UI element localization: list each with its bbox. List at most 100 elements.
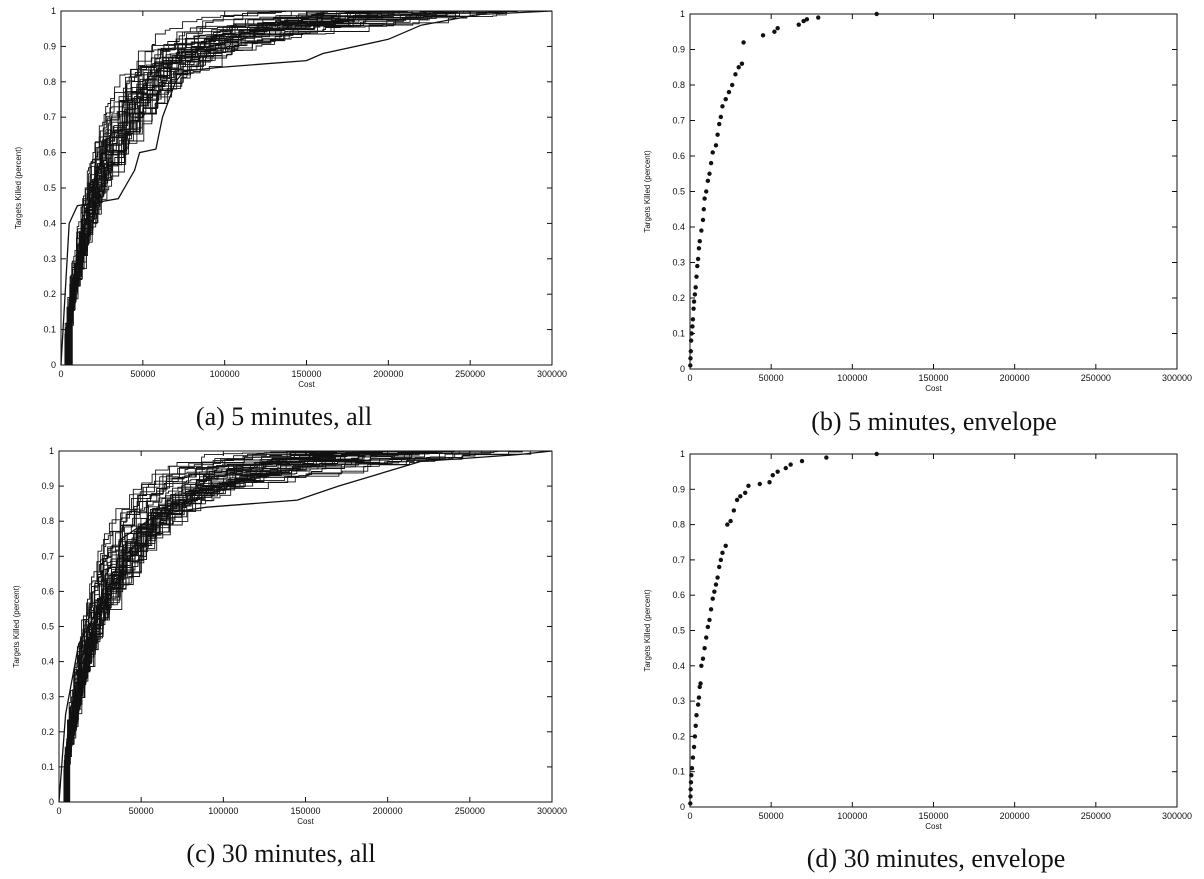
- data-point: [702, 196, 707, 201]
- data-point: [801, 18, 806, 24]
- series-line: [62, 450, 494, 803]
- data-point: [693, 285, 698, 290]
- data-point: [697, 239, 702, 244]
- y-tick-label: 0.7: [672, 555, 685, 565]
- series-line: [63, 10, 541, 366]
- data-point: [728, 518, 733, 524]
- y-tick-label: 0.3: [43, 254, 56, 264]
- series-line: [62, 450, 463, 803]
- series-line: [67, 10, 309, 366]
- chart-a: 0 0.1 0.2 0.3 0.4 0.5 0.6 0.7 0.8 0.9 1 0 50000 10000…: [14, 6, 567, 389]
- series-line: [67, 10, 464, 366]
- data-point: [691, 299, 697, 304]
- data-point: [690, 755, 696, 760]
- series-line: [63, 450, 523, 803]
- data-point: [691, 744, 697, 750]
- data-point: [710, 596, 715, 601]
- series-line: [64, 450, 482, 803]
- x-tick-label: 0: [56, 806, 61, 816]
- series-line: [66, 10, 435, 366]
- y-tick-label: 0.8: [672, 80, 685, 90]
- series-line: [66, 10, 523, 366]
- series-line: [64, 450, 417, 803]
- x-tick-label: 300000: [1162, 373, 1192, 383]
- plot-frame: [689, 453, 1178, 808]
- data-point: [731, 508, 737, 513]
- caption-d: (d) 30 minutes, envelope: [806, 844, 1066, 873]
- series-line: [62, 450, 391, 803]
- data-point: [695, 702, 701, 707]
- series-line: [62, 451, 532, 803]
- x-tick-label: 250000: [455, 806, 485, 816]
- data-point: [698, 681, 703, 686]
- series-line: [62, 450, 484, 803]
- y-tick-label: 0.7: [43, 112, 56, 122]
- series-line: [63, 10, 346, 366]
- series-line: [63, 450, 500, 803]
- data-point: [690, 324, 695, 329]
- series-line: [62, 450, 338, 803]
- y-tick-label: 0: [51, 360, 56, 370]
- data-point: [688, 363, 693, 368]
- data-point: [772, 29, 777, 34]
- panel-c: 0 0.1 0.2 0.3 0.4 0.5 0.6 0.7 0.8 0.9 1 0 50000 10000…: [0, 440, 600, 879]
- caption-c: (c) 30 minutes, all: [186, 839, 376, 868]
- x-tick-label: 150000: [291, 369, 321, 379]
- series-line: [64, 450, 529, 803]
- data-point: [742, 490, 748, 496]
- y-tick-label: 0.6: [672, 151, 685, 161]
- series-line: [64, 10, 313, 366]
- y-tick-label: 0.2: [672, 293, 685, 303]
- data-point: [770, 472, 775, 478]
- chart-b: 0 0.1 0.2 0.3 0.4 0.5 0.6 0.7 0.8 0.9 1 0 50000 10000…: [643, 9, 1192, 393]
- x-tick-label: 150000: [290, 806, 320, 816]
- plot-frame: [60, 10, 553, 366]
- data-point: [694, 713, 699, 718]
- y-tick-label: 0.3: [672, 258, 685, 268]
- data-point: [713, 143, 719, 148]
- x-tick-label: 100000: [837, 373, 867, 383]
- series-line: [61, 450, 342, 803]
- data-point: [788, 462, 793, 467]
- y-tick-label: 0: [49, 797, 54, 807]
- data-point: [799, 458, 805, 464]
- series-line: [67, 10, 409, 366]
- series-line: [64, 10, 394, 366]
- data-point: [693, 723, 698, 729]
- y-tick-label: 0.4: [43, 218, 56, 228]
- x-tick-label: 300000: [537, 369, 567, 379]
- x-tick-label: 50000: [130, 369, 155, 379]
- data-point: [736, 65, 741, 70]
- series-line: [62, 450, 414, 803]
- series-line: [67, 10, 481, 366]
- y-tick-label: 0.7: [672, 116, 685, 126]
- y-tick-label: 0.1: [672, 767, 685, 777]
- y-tick-label: 0.3: [672, 696, 685, 706]
- series-line-slowest: [60, 10, 553, 366]
- series-line: [66, 10, 468, 366]
- data-point: [741, 40, 746, 45]
- series-line: [62, 450, 355, 803]
- x-tick-label: 0: [58, 369, 63, 379]
- data-point: [692, 292, 698, 297]
- data-point: [688, 338, 694, 343]
- chart-d: 0 0.1 0.2 0.3 0.4 0.5 0.6 0.7 0.8 0.9 1 0 50000 10000…: [643, 449, 1192, 831]
- data-point: [723, 97, 728, 102]
- data-point: [718, 114, 724, 120]
- series-line: [63, 10, 393, 366]
- data-point: [767, 480, 772, 485]
- series-line: [64, 10, 550, 366]
- series-line: [63, 450, 443, 803]
- data-point: [689, 331, 694, 336]
- series-line: [62, 450, 482, 803]
- x-tick-label: 200000: [373, 369, 403, 379]
- x-tick-label: 100000: [208, 806, 238, 816]
- data-point: [874, 11, 879, 17]
- data-point: [824, 455, 829, 460]
- series-line: [66, 10, 475, 366]
- series-line: [65, 450, 504, 803]
- data-point: [704, 189, 709, 194]
- y-tick-label: 0.8: [41, 516, 54, 526]
- data-point: [720, 104, 725, 109]
- x-tick-label: 0: [687, 811, 692, 821]
